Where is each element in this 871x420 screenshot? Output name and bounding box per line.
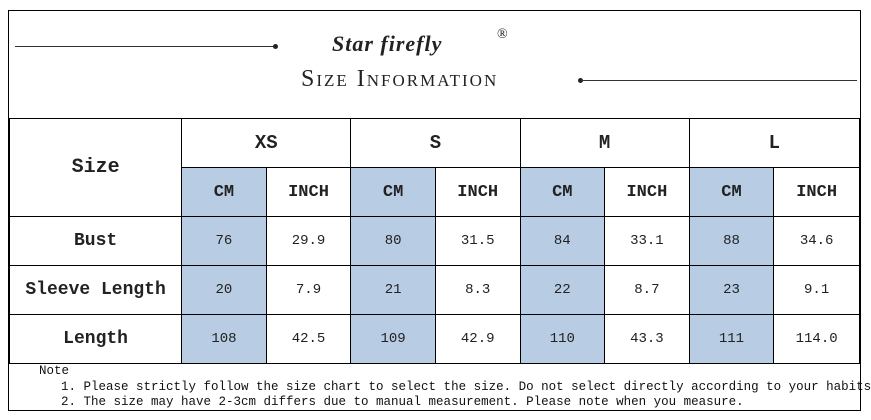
unit-cell: CM xyxy=(519,167,606,217)
dot xyxy=(578,78,583,83)
value-cell: 111 xyxy=(688,314,775,364)
value-cell: 33.1 xyxy=(604,216,690,266)
size-cell: XS xyxy=(181,118,352,168)
value-cell: 110 xyxy=(519,314,606,364)
header-row: Size XS S M L xyxy=(8,118,861,217)
value-cell: 114.0 xyxy=(773,314,860,364)
note-item: 2. The size may have 2-3cm differs due t… xyxy=(61,395,744,409)
row-label: Length xyxy=(8,314,183,364)
rule xyxy=(15,46,277,47)
value-cell: 8.7 xyxy=(604,265,690,315)
unit-row: CM INCH CM INCH CM INCH CM INCH xyxy=(10,167,860,217)
value-cell: 88 xyxy=(688,216,775,266)
note-item: 1. Please strictly follow the size chart… xyxy=(61,379,871,394)
unit-cell: INCH xyxy=(434,167,521,217)
value-cell: 42.5 xyxy=(265,314,352,364)
size-cell: M xyxy=(519,118,690,168)
unit-cell: INCH xyxy=(604,167,690,217)
corner-cell: Size xyxy=(8,118,183,217)
size-table: Size XS S M L CM INCH CM INCH CM INCH CM INCH Bust 76 2… xyxy=(8,118,861,364)
value-cell: 84 xyxy=(519,216,606,266)
value-cell: 8.3 xyxy=(434,265,521,315)
data-row: Bust 76 29.9 80 31.5 84 33.1 88 34.6 xyxy=(8,216,860,266)
unit-cell: INCH xyxy=(265,167,352,217)
unit-cell: INCH xyxy=(773,167,860,217)
value-cell: 29.9 xyxy=(265,216,352,266)
size-cell: S xyxy=(350,118,521,168)
row-label: Bust xyxy=(8,216,183,266)
dot xyxy=(273,44,278,49)
rule xyxy=(581,80,857,81)
unit-cell: CM xyxy=(350,167,436,217)
value-cell: 34.6 xyxy=(773,216,860,266)
value-cell: 21 xyxy=(350,265,436,315)
value-cell: 42.9 xyxy=(434,314,521,364)
data-row: Sleeve Length 20 7.9 21 8.3 22 8.7 23 9.1 xyxy=(8,265,860,315)
brand: Star firefly xyxy=(332,31,443,56)
value-cell: 20 xyxy=(181,265,267,315)
header: Star firefly ® Size Information xyxy=(9,11,860,119)
value-cell: 31.5 xyxy=(434,216,521,266)
value-cell: 7.9 xyxy=(265,265,352,315)
data-row: Length 108 42.5 109 42.9 110 43.3 111 114.0 xyxy=(8,314,860,364)
size-chart: Star firefly ® Size Information Size XS S M… xyxy=(8,10,871,411)
value-cell: 9.1 xyxy=(773,265,860,315)
unit-cell: CM xyxy=(688,167,775,217)
value-cell: 109 xyxy=(350,314,436,364)
value-cell: 23 xyxy=(688,265,775,315)
value-cell: 43.3 xyxy=(604,314,690,364)
note: Note 1. Please strictly follow the size c… xyxy=(9,364,871,411)
title: Size Information xyxy=(301,66,499,92)
registered-mark: ® xyxy=(497,27,508,42)
note-title: Note xyxy=(39,364,70,378)
value-cell: 76 xyxy=(181,216,267,266)
unit-cell: CM xyxy=(181,167,267,217)
value-cell: 108 xyxy=(181,314,267,364)
row-label: Sleeve Length xyxy=(8,265,183,315)
value-cell: 22 xyxy=(519,265,606,315)
size-cell: L xyxy=(688,118,861,168)
value-cell: 80 xyxy=(350,216,436,266)
